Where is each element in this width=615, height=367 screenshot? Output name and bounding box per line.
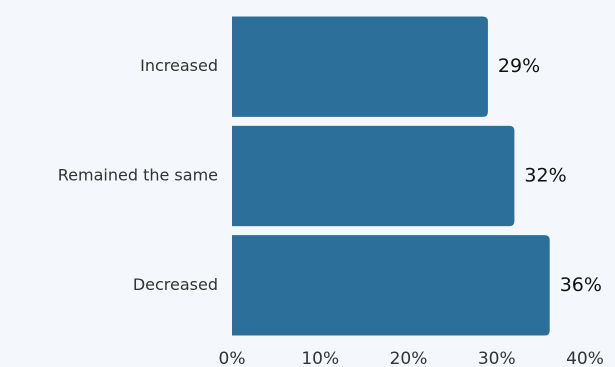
category-label-decreased: Decreased: [133, 275, 218, 294]
x-tick-label: 30%: [478, 349, 516, 367]
bar-decreased: [232, 235, 550, 336]
bar-increased: [232, 16, 488, 117]
category-label-remained-the-same: Remained the same: [58, 166, 218, 185]
x-tick-labels-group: 0% 10% 20% 30% 40%: [219, 349, 604, 367]
x-tick-label: 0%: [219, 349, 246, 367]
category-label-increased: Increased: [140, 56, 218, 75]
value-label-decreased: 36%: [560, 274, 602, 296]
value-label-increased: 29%: [498, 55, 540, 77]
x-tick-label: 40%: [566, 349, 604, 367]
bars-group: [232, 16, 550, 336]
category-labels-group: Increased Remained the same Decreased: [58, 56, 218, 294]
value-labels-group: 29% 32% 36%: [498, 55, 602, 296]
x-tick-label: 20%: [390, 349, 428, 367]
value-label-remained-the-same: 32%: [524, 165, 566, 187]
bar-remained-the-same: [232, 125, 515, 227]
x-tick-label: 10%: [301, 349, 339, 367]
